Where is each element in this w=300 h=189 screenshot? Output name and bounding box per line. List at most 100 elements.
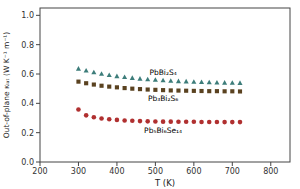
point: [222, 120, 227, 125]
point: [207, 80, 212, 85]
point: [176, 120, 181, 125]
x-tick-label: 700: [225, 167, 240, 176]
x-tick-label: 200: [32, 167, 47, 176]
point: [92, 82, 96, 86]
data: [76, 66, 243, 124]
y-axis-label: Out-of-plane κₗₐₜ (W K⁻¹ m⁻¹): [2, 32, 11, 139]
point: [99, 71, 104, 76]
point: [76, 107, 81, 112]
point: [223, 89, 227, 93]
point: [76, 80, 80, 84]
point: [199, 120, 204, 125]
x-tick-label: 500: [148, 167, 163, 176]
point: [169, 88, 173, 92]
point: [191, 79, 196, 84]
point: [199, 89, 203, 93]
point: [230, 80, 235, 85]
point: [222, 80, 227, 85]
point: [84, 113, 89, 118]
point: [122, 74, 127, 79]
point: [84, 68, 89, 73]
y-tick-label: 1.0: [21, 11, 34, 20]
x-tick: [155, 162, 156, 166]
point: [130, 118, 135, 123]
y-tick: [36, 15, 40, 16]
x-tick: [270, 162, 271, 166]
x-tick: [40, 162, 41, 166]
y-tick: [36, 74, 40, 75]
y-tick-label: 0.4: [21, 99, 34, 108]
point: [153, 77, 158, 82]
annotation: Pb₃Bi₂S₆: [148, 94, 178, 103]
x-tick: [78, 162, 79, 166]
point: [99, 84, 103, 88]
point: [214, 80, 219, 85]
point: [238, 120, 243, 125]
chart: 2003004005006007008000.00.20.40.60.81.0T…: [0, 0, 300, 189]
y-tick-label: 0.8: [21, 41, 34, 50]
annotation: PbBi₂S₄: [149, 68, 176, 77]
point: [168, 78, 173, 83]
point: [153, 88, 157, 92]
point: [153, 119, 158, 124]
point: [215, 120, 220, 125]
x-axis-label: T (K): [154, 178, 175, 188]
point: [207, 89, 211, 93]
plot-frame: [40, 8, 290, 162]
point: [114, 74, 119, 79]
y-tick-label: 0.0: [21, 158, 34, 167]
y-tick: [36, 162, 40, 163]
point: [145, 119, 150, 124]
point: [130, 87, 134, 91]
series: [76, 66, 243, 85]
x-tick: [232, 162, 233, 166]
point: [92, 115, 97, 120]
point: [84, 81, 88, 85]
point: [161, 119, 166, 124]
point: [107, 117, 112, 122]
point: [237, 80, 242, 85]
series: [76, 80, 242, 94]
point: [184, 89, 188, 93]
annotation: Pb₅Bi₆Se₁₄: [144, 126, 182, 135]
point: [99, 116, 104, 121]
annotations: PbBi₂S₄ Pb₃Bi₂S₆ Pb₅Bi₆Se₁₄: [144, 68, 182, 134]
point: [199, 79, 204, 84]
point: [107, 72, 112, 77]
point: [161, 88, 165, 92]
point: [123, 86, 127, 90]
point: [146, 87, 150, 91]
y-tick: [36, 103, 40, 104]
y-tick-label: 0.6: [21, 70, 34, 79]
point: [184, 79, 189, 84]
x-tick-label: 300: [71, 167, 86, 176]
point: [176, 79, 181, 84]
point: [91, 70, 96, 75]
point: [230, 120, 235, 125]
point: [107, 85, 111, 89]
point: [130, 75, 135, 80]
series: [76, 107, 242, 124]
point: [192, 89, 196, 93]
point: [215, 89, 219, 93]
x-tick-label: 400: [109, 167, 124, 176]
x-tick-label: 600: [186, 167, 201, 176]
point: [137, 76, 142, 81]
point: [122, 118, 127, 123]
point: [168, 119, 173, 124]
point: [192, 120, 197, 125]
axes: 2003004005006007008000.00.20.40.60.81.0: [21, 11, 278, 176]
x-tick-label: 800: [263, 167, 278, 176]
point: [184, 120, 189, 125]
x-tick: [193, 162, 194, 166]
point: [230, 89, 234, 93]
point: [76, 66, 81, 71]
point: [176, 89, 180, 93]
y-tick: [36, 44, 40, 45]
point: [138, 119, 143, 124]
point: [161, 78, 166, 83]
point: [238, 89, 242, 93]
point: [115, 85, 119, 89]
x-tick: [116, 162, 117, 166]
point: [115, 118, 120, 123]
